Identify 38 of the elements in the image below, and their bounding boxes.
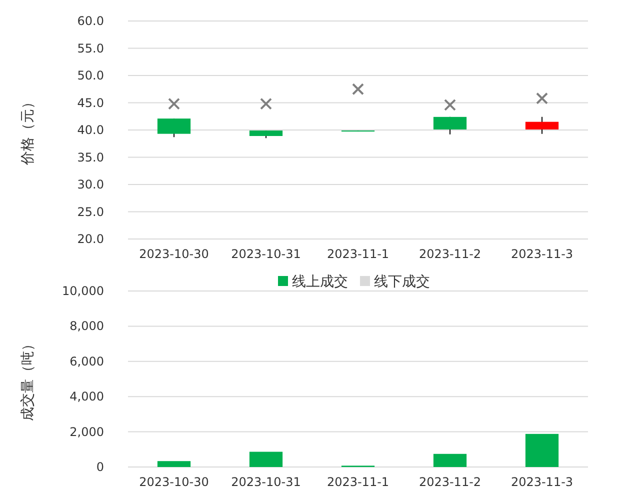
y-tick-label: 30.0 bbox=[77, 178, 104, 192]
legend-label: 线上成交 bbox=[292, 274, 348, 290]
x-tick-label: 2023-11-1 bbox=[326, 475, 390, 489]
bar bbox=[249, 452, 283, 467]
y-tick-label: 6,000 bbox=[70, 354, 104, 368]
y-tick-label: 2,000 bbox=[70, 424, 104, 439]
point bbox=[168, 98, 180, 110]
bar bbox=[525, 434, 559, 467]
y-tick-label: 0 bbox=[96, 460, 104, 474]
point bbox=[536, 92, 548, 104]
legend-label: 线下成交 bbox=[374, 274, 430, 290]
y-tick-label: 55.0 bbox=[77, 41, 104, 56]
y-tick-label: 40.0 bbox=[77, 123, 104, 137]
y-tick-label: 45.0 bbox=[77, 96, 104, 110]
point bbox=[444, 98, 456, 111]
x-tick-label: 2023-11-3 bbox=[510, 247, 574, 261]
x-tick-label: 2023-10-31 bbox=[231, 475, 301, 489]
x-tick-label: 2023-10-30 bbox=[139, 247, 209, 261]
y-axis-title: 价格（元） bbox=[20, 95, 36, 166]
bar bbox=[157, 461, 191, 467]
y-axis-title: 成交量（吨） bbox=[20, 337, 36, 421]
x-tick-label: 2023-10-31 bbox=[231, 247, 301, 261]
point bbox=[352, 83, 364, 96]
x-tick-label: 2023-11-1 bbox=[326, 247, 390, 261]
y-tick-label: 4,000 bbox=[70, 390, 104, 404]
y-tick-label: 25.0 bbox=[77, 204, 104, 219]
y-tick-label: 60.0 bbox=[77, 14, 104, 28]
y-tick-label: 10,000 bbox=[62, 284, 104, 298]
point bbox=[260, 98, 272, 110]
x-tick-label: 2023-10-30 bbox=[139, 475, 209, 489]
y-tick-label: 20.0 bbox=[77, 232, 104, 246]
bar bbox=[433, 454, 467, 467]
x-tick-label: 2023-11-2 bbox=[418, 247, 482, 261]
x-tick-label: 2023-11-3 bbox=[510, 475, 574, 489]
y-tick-label: 35.0 bbox=[77, 150, 104, 164]
y-tick-label: 50.0 bbox=[77, 68, 104, 82]
x-tick-label: 2023-11-2 bbox=[418, 475, 482, 489]
y-tick-label: 8,000 bbox=[70, 319, 104, 334]
